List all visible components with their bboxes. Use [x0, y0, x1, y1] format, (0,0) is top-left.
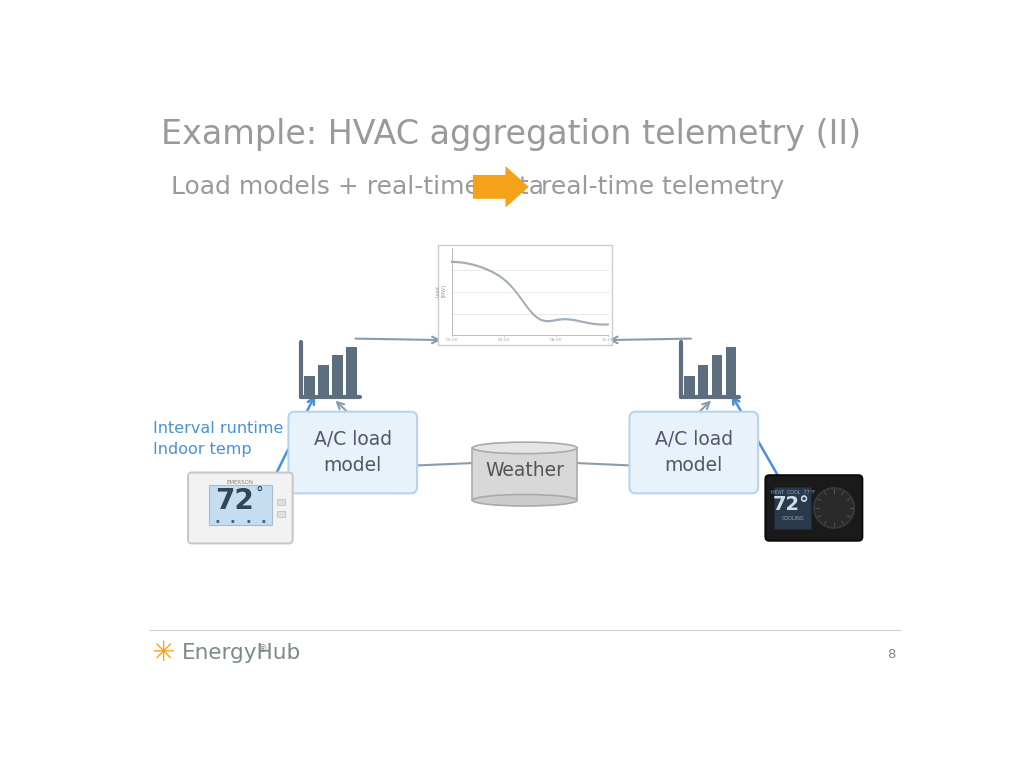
Text: °: °	[255, 486, 263, 501]
Text: Weather: Weather	[485, 462, 564, 481]
Text: 04:00: 04:00	[498, 338, 510, 343]
Bar	[278, 511, 285, 517]
Ellipse shape	[472, 442, 578, 454]
Bar	[726, 347, 736, 397]
Bar	[317, 365, 329, 397]
Text: Load
[MW]: Load [MW]	[435, 284, 446, 297]
Text: real-time telemetry: real-time telemetry	[541, 175, 784, 199]
FancyBboxPatch shape	[765, 475, 862, 541]
Bar	[684, 376, 694, 397]
Text: ®: ®	[257, 644, 267, 654]
Bar	[437, 245, 612, 345]
Bar	[712, 355, 722, 397]
Text: Example: HVAC aggregation telemetry (II): Example: HVAC aggregation telemetry (II)	[161, 118, 861, 151]
Text: ✳: ✳	[152, 639, 174, 667]
Text: 12:00: 12:00	[602, 338, 614, 343]
Bar	[278, 498, 285, 505]
Text: EMERSON: EMERSON	[227, 480, 254, 485]
Bar	[774, 487, 811, 529]
Bar	[697, 365, 709, 397]
Ellipse shape	[472, 495, 578, 506]
Text: ▪: ▪	[230, 518, 234, 523]
FancyBboxPatch shape	[209, 485, 272, 525]
Text: ▪: ▪	[262, 518, 265, 523]
Text: Interval runtime
Indoor temp: Interval runtime Indoor temp	[153, 421, 284, 457]
Text: 72°: 72°	[772, 495, 810, 515]
Polygon shape	[473, 166, 528, 207]
Text: A/C load
model: A/C load model	[654, 430, 733, 475]
Text: 72: 72	[215, 487, 254, 515]
Bar	[472, 448, 578, 500]
Text: A/C load
model: A/C load model	[313, 430, 392, 475]
Text: 08:00: 08:00	[550, 338, 562, 343]
Text: HEAT  COOL  77°F: HEAT COOL 77°F	[771, 491, 814, 495]
Text: Load models + real-time data: Load models + real-time data	[171, 175, 544, 199]
FancyBboxPatch shape	[188, 472, 293, 544]
Text: 8: 8	[887, 647, 895, 660]
Bar	[304, 376, 314, 397]
FancyBboxPatch shape	[630, 412, 758, 493]
FancyBboxPatch shape	[289, 412, 417, 493]
Text: ▪: ▪	[215, 518, 219, 523]
Text: COOLING: COOLING	[781, 516, 804, 521]
Text: ▪: ▪	[246, 518, 250, 523]
Text: 00:00: 00:00	[445, 338, 458, 343]
Bar	[346, 347, 356, 397]
Bar	[332, 355, 343, 397]
Text: EnergyHub: EnergyHub	[182, 643, 301, 663]
Circle shape	[814, 488, 854, 528]
